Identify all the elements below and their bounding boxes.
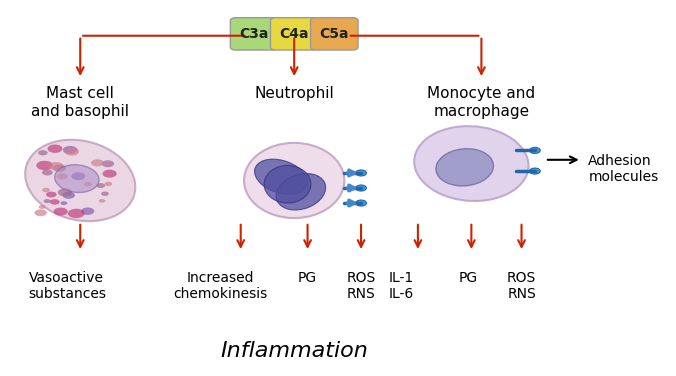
Text: C4a: C4a <box>279 27 309 41</box>
Ellipse shape <box>264 165 311 203</box>
Circle shape <box>356 185 366 191</box>
Circle shape <box>46 191 57 197</box>
Circle shape <box>65 147 79 156</box>
Circle shape <box>81 208 94 215</box>
Circle shape <box>58 188 72 196</box>
Circle shape <box>71 172 85 180</box>
Ellipse shape <box>255 159 307 194</box>
Circle shape <box>356 200 366 206</box>
Circle shape <box>57 173 68 179</box>
Text: IL-1
IL-6: IL-1 IL-6 <box>389 271 414 301</box>
Text: Increased
chemokinesis: Increased chemokinesis <box>174 271 268 301</box>
Ellipse shape <box>436 149 493 186</box>
Text: ROS
RNS: ROS RNS <box>507 271 536 301</box>
Circle shape <box>62 192 75 199</box>
Ellipse shape <box>55 165 99 193</box>
Circle shape <box>49 162 64 170</box>
Text: Monocyte and
macrophage: Monocyte and macrophage <box>427 86 535 119</box>
Text: PG: PG <box>298 271 317 285</box>
Ellipse shape <box>276 174 326 210</box>
Circle shape <box>37 161 53 170</box>
Circle shape <box>53 208 68 215</box>
Circle shape <box>356 170 366 176</box>
Text: C3a: C3a <box>239 27 269 41</box>
Circle shape <box>68 209 84 218</box>
Circle shape <box>50 199 59 205</box>
Circle shape <box>96 183 105 188</box>
Circle shape <box>99 199 105 203</box>
Circle shape <box>47 144 62 153</box>
FancyBboxPatch shape <box>310 18 358 50</box>
Text: Neutrophil: Neutrophil <box>254 86 334 102</box>
Circle shape <box>42 170 53 176</box>
Text: C5a: C5a <box>320 27 349 41</box>
Ellipse shape <box>25 140 135 221</box>
Ellipse shape <box>414 126 529 201</box>
Circle shape <box>60 201 68 205</box>
Circle shape <box>103 170 117 177</box>
Text: Vasoactive
substances: Vasoactive substances <box>28 271 106 301</box>
Circle shape <box>42 188 50 192</box>
Circle shape <box>529 168 540 174</box>
Circle shape <box>53 164 66 172</box>
FancyBboxPatch shape <box>270 18 318 50</box>
Circle shape <box>529 147 540 153</box>
Text: Inflammation: Inflammation <box>220 341 368 361</box>
Circle shape <box>101 160 114 167</box>
Text: Mast cell
and basophil: Mast cell and basophil <box>31 86 129 119</box>
Circle shape <box>101 191 109 196</box>
Circle shape <box>39 205 46 209</box>
Ellipse shape <box>244 143 344 218</box>
FancyBboxPatch shape <box>231 18 278 50</box>
Text: PG: PG <box>458 271 478 285</box>
Text: Adhesion
molecules: Adhesion molecules <box>588 154 658 184</box>
Circle shape <box>44 199 51 203</box>
Circle shape <box>38 150 47 155</box>
Circle shape <box>91 159 103 167</box>
Circle shape <box>105 182 112 186</box>
Circle shape <box>63 146 78 154</box>
Circle shape <box>34 209 47 216</box>
Text: ROS
RNS: ROS RNS <box>346 271 376 301</box>
Circle shape <box>84 182 92 186</box>
